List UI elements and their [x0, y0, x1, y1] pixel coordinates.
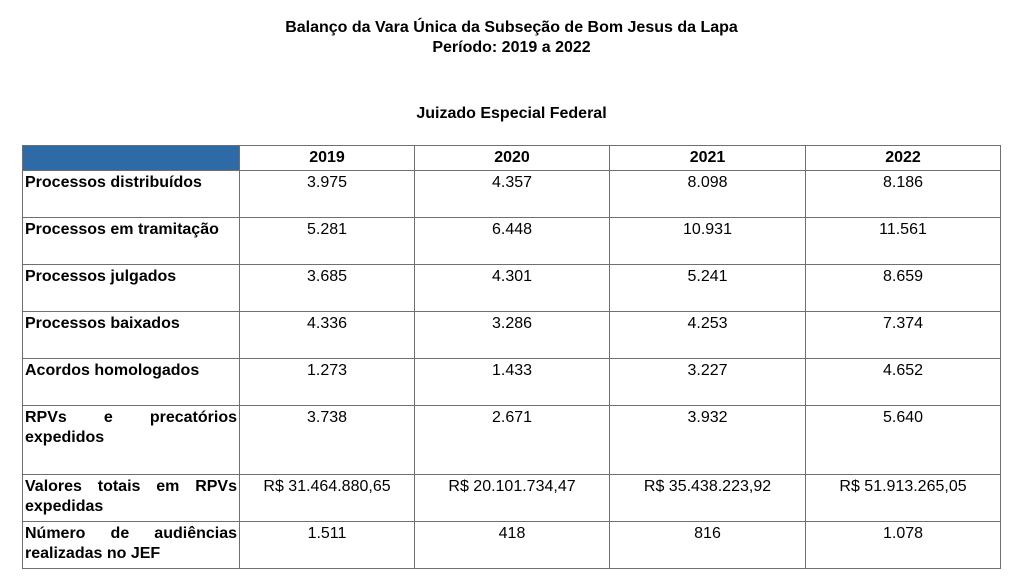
table-cell: R$ 35.438.223,92	[609, 474, 806, 522]
table-cell: 5.241	[609, 264, 806, 312]
row-label: Acordos homologados	[22, 358, 240, 406]
row-label: Processos distribuídos	[22, 170, 240, 218]
table-cell: 8.098	[609, 170, 806, 218]
table-header-row: 2019 2020 2021 2022	[22, 145, 1001, 171]
table-cell: 3.685	[239, 264, 415, 312]
row-label: Processos baixados	[22, 311, 240, 359]
report-title: Balanço da Vara Única da Subseção de Bom…	[285, 19, 738, 36]
row-label: RPVs e precatórios expedidos	[22, 405, 240, 475]
table-row: Processos julgados 3.685 4.301 5.241 8.6…	[22, 264, 1001, 312]
table-cell: 3.286	[414, 311, 610, 359]
year-header: 2022	[805, 145, 1001, 171]
table-cell: 4.301	[414, 264, 610, 312]
table-cell: 4.253	[609, 311, 806, 359]
table-cell: 4.357	[414, 170, 610, 218]
table-row: RPVs e precatórios expedidos 3.738 2.671…	[22, 405, 1001, 475]
year-header: 2021	[609, 145, 806, 171]
table-cell: 6.448	[414, 217, 610, 265]
table-cell: 3.932	[609, 405, 806, 475]
report-period: Período: 2019 a 2022	[432, 39, 591, 56]
table-cell: R$ 20.101.734,47	[414, 474, 610, 522]
row-label: Processos em tramitação	[22, 217, 240, 265]
table-cell: 8.659	[805, 264, 1001, 312]
table-cell: 816	[609, 521, 806, 569]
year-header: 2020	[414, 145, 610, 171]
table-cell: 3.738	[239, 405, 415, 475]
table-row: Processos baixados 4.336 3.286 4.253 7.3…	[22, 311, 1001, 359]
row-label: Número de audiências realizadas no JEF	[22, 521, 240, 569]
table-cell: 8.186	[805, 170, 1001, 218]
header-corner-cell	[22, 145, 240, 171]
table-row: Processos distribuídos 3.975 4.357 8.098…	[22, 170, 1001, 218]
table-cell: 11.561	[805, 217, 1001, 265]
table-cell: 418	[414, 521, 610, 569]
table-cell: R$ 51.913.265,05	[805, 474, 1001, 522]
table-cell: 4.336	[239, 311, 415, 359]
table-row: Acordos homologados 1.273 1.433 3.227 4.…	[22, 358, 1001, 406]
section-title: Juizado Especial Federal	[416, 105, 607, 122]
table-row: Valores totais em RPVs expedidas R$ 31.4…	[22, 474, 1001, 522]
table-cell: 2.671	[414, 405, 610, 475]
table-cell: 5.640	[805, 405, 1001, 475]
table-cell: 1.433	[414, 358, 610, 406]
table-cell: 7.374	[805, 311, 1001, 359]
row-label: Valores totais em RPVs expedidas	[22, 474, 240, 522]
table-cell: 3.975	[239, 170, 415, 218]
table-cell: 3.227	[609, 358, 806, 406]
row-label: Processos julgados	[22, 264, 240, 312]
table-row: Número de audiências realizadas no JEF 1…	[22, 521, 1001, 569]
table-cell: 1.273	[239, 358, 415, 406]
table-cell: 1.078	[805, 521, 1001, 569]
year-header: 2019	[239, 145, 415, 171]
table-cell: R$ 31.464.880,65	[239, 474, 415, 522]
table-row: Processos em tramitação 5.281 6.448 10.9…	[22, 217, 1001, 265]
statistics-table: 2019 2020 2021 2022 Processos distribuíd…	[22, 145, 1001, 569]
table-cell: 5.281	[239, 217, 415, 265]
table-cell: 4.652	[805, 358, 1001, 406]
table-cell: 10.931	[609, 217, 806, 265]
table-cell: 1.511	[239, 521, 415, 569]
